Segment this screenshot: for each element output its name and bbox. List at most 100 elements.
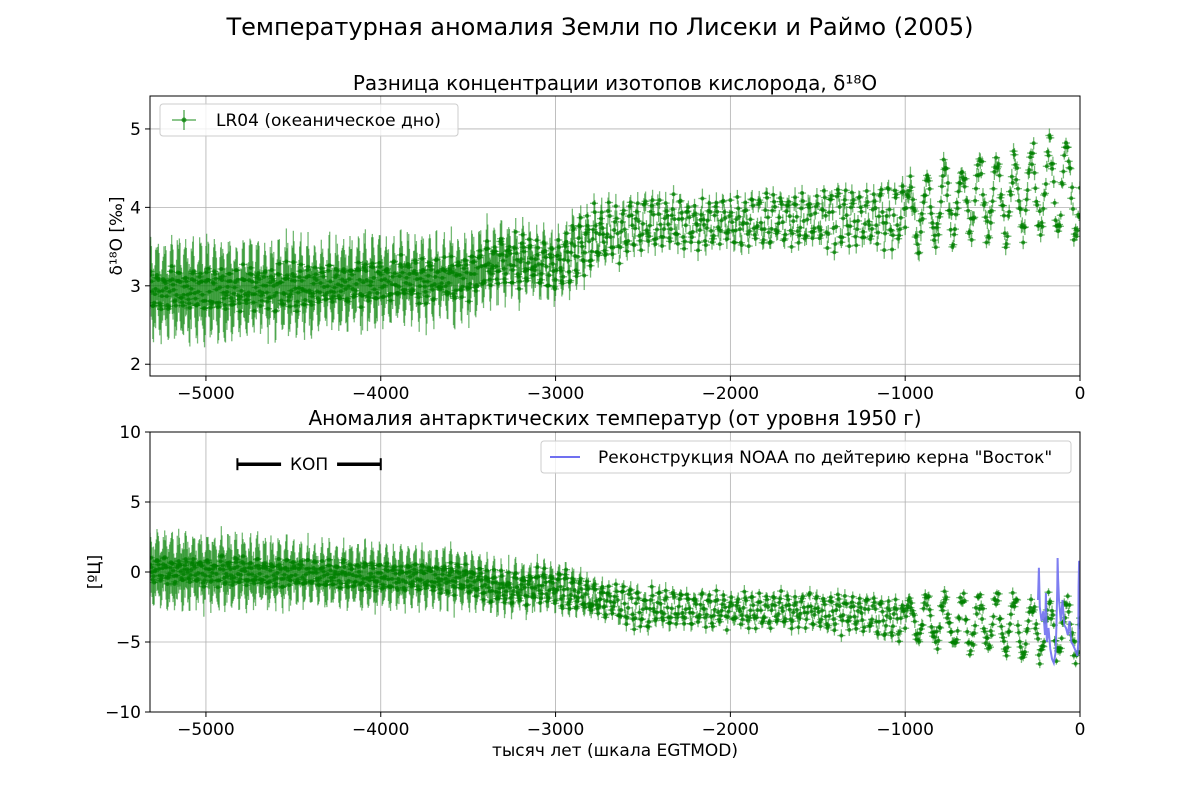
data-point [908,174,913,179]
data-point [521,245,526,250]
data-point [327,263,332,268]
data-point [496,281,501,286]
data-point [1043,181,1048,186]
data-point [796,240,801,245]
data-point [1016,198,1021,203]
data-point [572,243,577,248]
data-point [635,201,640,206]
data-point [707,201,712,206]
data-point [895,223,900,228]
data-point [1012,152,1017,157]
data-point [1069,196,1074,201]
data-point [748,217,753,222]
data-point [582,273,587,278]
data-point [739,242,744,247]
data-point [903,225,908,230]
data-point [619,229,624,234]
data-point [833,241,838,246]
data-point [622,227,627,232]
data-point [656,212,661,217]
data-point [805,217,810,222]
data-point [789,244,794,249]
data-point [786,199,791,204]
data-point [783,232,788,237]
data-point [686,205,691,210]
data-point [898,215,903,220]
data-point [613,219,617,224]
data-point [985,219,990,224]
data-point [657,198,662,203]
data-point [700,196,705,201]
data-point [678,198,683,203]
data-point [865,199,870,204]
data-point [990,199,995,204]
data-point [890,247,895,252]
data-point [561,274,566,279]
data-point [1051,179,1056,184]
data-point [696,240,701,245]
data-point [590,237,595,242]
data-point [982,200,987,205]
data-point [718,228,723,233]
data-point [1035,202,1040,207]
data-point [862,235,867,240]
data-point [389,584,394,589]
data-point [606,200,611,205]
data-point [1033,186,1038,191]
data-point [540,262,545,267]
data-point [514,251,519,256]
data-point [547,273,552,278]
data-point [711,233,716,238]
data-point [947,208,952,213]
data-point [807,201,812,206]
figure-suptitle: Температурная аномалия Земли по Лисеки и… [225,13,973,41]
x-tick-label: −2000 [702,384,760,404]
data-point [708,210,713,215]
data-point [938,211,943,216]
data-point [972,215,977,220]
data-point [855,227,860,232]
data-point [1015,166,1020,171]
data-point [1001,203,1006,208]
data-point [457,263,462,268]
data-point [904,206,909,211]
data-point [544,264,549,269]
data-point [988,220,993,225]
data-point [966,208,971,213]
data-point [1066,159,1071,164]
data-point [762,227,767,232]
data-point [753,236,758,241]
data-point [1021,240,1026,245]
data-point [823,213,828,218]
data-point [821,208,826,213]
data-point [1010,180,1015,185]
data-point [1046,153,1051,158]
data-point [501,258,506,263]
data-point [560,281,565,286]
data-point [1002,231,1007,236]
data-point [1024,197,1029,202]
data-point [508,251,513,256]
data-point [994,155,999,160]
data-point [239,288,244,293]
data-point [745,232,750,237]
data-point [973,186,978,191]
data-point [768,239,773,244]
data-point [1075,228,1080,233]
data-point [1022,225,1027,230]
data-point [503,280,508,285]
data-point [615,231,620,236]
data-point [867,223,872,228]
data-point [632,243,637,248]
x-tick-label: −5000 [177,384,235,404]
data-point [588,263,593,268]
data-point [682,239,687,244]
data-point [751,203,756,208]
oxygen-isotope-legend-label: LR04 (океаническое дно) [216,111,441,131]
data-point [941,157,946,162]
data-point [945,193,950,198]
data-point [887,207,892,212]
data-point [744,208,749,213]
data-point [639,248,644,253]
data-point [675,241,680,246]
